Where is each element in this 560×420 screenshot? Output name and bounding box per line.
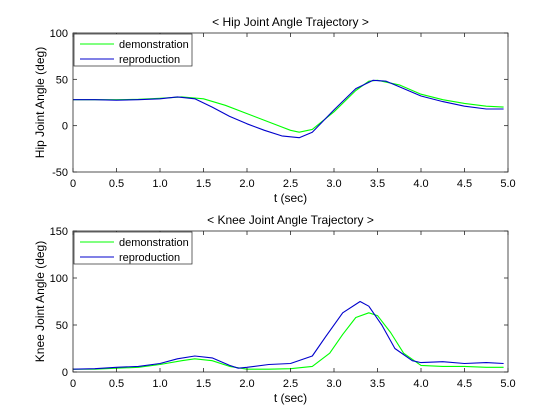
knee-x-tick-label: 1.5 <box>196 378 211 390</box>
knee-x-tick-label: 2.5 <box>283 378 298 390</box>
knee-x-tick-label: 3.5 <box>370 378 385 390</box>
hip-series-line-reproduction <box>73 79 504 139</box>
hip-y-tick-label: -50 <box>52 167 68 179</box>
knee-y-axis-label: Knee Joint Angle (deg) <box>33 241 47 362</box>
knee-x-tick-label: 0.5 <box>109 378 124 390</box>
hip-series-group <box>73 79 504 139</box>
hip-x-tick-label: 5.0 <box>500 178 515 190</box>
hip-x-tick-label: 1.5 <box>196 178 211 190</box>
knee-y-tick-label: 50 <box>56 320 68 332</box>
hip-x-tick-label: 4.0 <box>413 178 428 190</box>
knee-series-line-reproduction <box>72 300 504 370</box>
hip-x-tick-label: 2.0 <box>239 178 254 190</box>
hip-legend-label-demonstration: demonstration <box>119 39 189 51</box>
hip-x-tick-label: 4.5 <box>457 178 472 190</box>
knee-legend-label-reproduction: reproduction <box>119 252 180 264</box>
knee-x-tick-label: 4.0 <box>413 378 428 390</box>
knee-x-tick-label: 5.0 <box>500 378 515 390</box>
knee-x-tick-label: 1.0 <box>152 378 167 390</box>
hip-x-tick-label: 3.0 <box>326 178 341 190</box>
knee-series-group <box>72 300 504 370</box>
hip-chart-title: < Hip Joint Angle Trajectory > <box>212 15 369 29</box>
knee-tick-group: 0 0.5 1.0 1.5 2.0 2.5 3.0 3.5 4.0 4.5 5.0 0 50 100 150 <box>50 226 516 390</box>
knee-x-tick-label: 2.0 <box>239 378 254 390</box>
knee-y-tick-label: 0 <box>62 367 68 379</box>
knee-subplot: 0 0.5 1.0 1.5 2.0 2.5 3.0 3.5 4.0 4.5 5.0 0 50 100 150… <box>33 213 516 405</box>
hip-x-tick-label: 0 <box>70 178 76 190</box>
hip-x-axis-label: t (sec) <box>274 191 307 205</box>
knee-x-tick-label: 3.0 <box>326 378 341 390</box>
hip-x-tick-label: 1.0 <box>152 178 167 190</box>
knee-legend-box <box>73 231 193 265</box>
hip-y-tick-label: 100 <box>50 28 68 40</box>
hip-y-axis-label: Hip Joint Angle (deg) <box>33 47 47 158</box>
knee-x-tick-label: 4.5 <box>457 378 472 390</box>
knee-y-tick-label: 100 <box>50 273 68 285</box>
hip-x-tick-label: 3.5 <box>370 178 385 190</box>
knee-series-line-demonstration <box>73 312 504 370</box>
knee-legend: demonstration reproduction <box>73 231 193 265</box>
knee-x-tick-label: 0 <box>70 378 76 390</box>
hip-y-tick-label: 50 <box>56 74 68 86</box>
hip-y-tick-label: 0 <box>62 121 68 133</box>
hip-legend-label-reproduction: reproduction <box>119 54 180 66</box>
knee-y-tick-label: 150 <box>50 226 68 238</box>
hip-x-tick-label: 2.5 <box>283 178 298 190</box>
hip-legend-box <box>73 33 193 67</box>
hip-subplot: 0 0.5 1.0 1.5 2.0 2.5 3.0 3.5 4.0 4.5 5.0-50050100… <box>33 15 516 205</box>
knee-chart-title: < Knee Joint Angle Trajectory > <box>207 213 374 227</box>
knee-x-axis-label: t (sec) <box>274 391 307 405</box>
knee-legend-label-demonstration: demonstration <box>119 237 189 249</box>
hip-legend: demonstration reproduction <box>73 33 193 67</box>
hip-x-tick-label: 0.5 <box>109 178 124 190</box>
